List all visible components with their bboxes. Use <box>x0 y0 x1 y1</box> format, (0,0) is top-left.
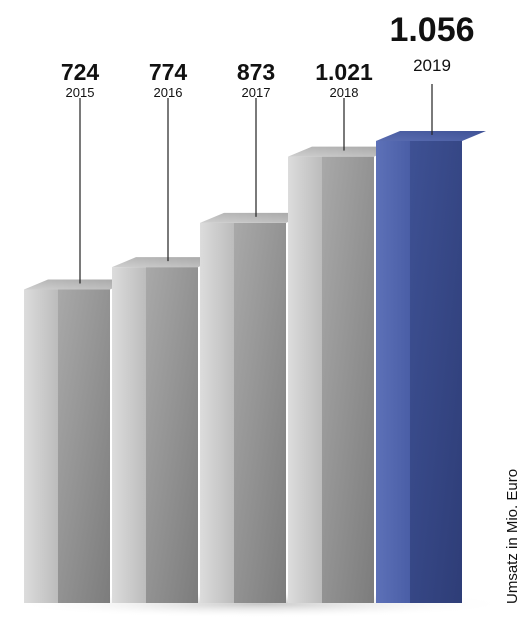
bar-top-2018 <box>288 146 398 157</box>
bar-front-2019 <box>376 140 410 603</box>
bar-side-2017 <box>234 222 286 603</box>
bar-2019 <box>376 130 486 603</box>
bar-2016 <box>112 257 222 603</box>
year-label-2017: 2017 <box>242 85 271 100</box>
year-label-2018: 2018 <box>330 85 359 100</box>
bar-top-2017 <box>200 212 310 223</box>
bar-side-2015 <box>58 289 110 603</box>
year-label-2016: 2016 <box>154 85 183 100</box>
bar-top-2019 <box>376 130 486 141</box>
y-axis-label: Umsatz in Mio. Euro <box>504 469 521 604</box>
value-label-2018: 1.021 <box>315 59 373 85</box>
value-label-2015: 724 <box>61 59 100 85</box>
bar-front-2017 <box>200 222 234 603</box>
value-label-2019: 1.056 <box>389 11 474 49</box>
value-label-2017: 873 <box>237 59 275 85</box>
bar-2015 <box>24 279 134 603</box>
bar-top-2016 <box>112 257 222 268</box>
bar-front-2015 <box>24 289 58 603</box>
bars-group <box>24 130 486 604</box>
bar-top-2015 <box>24 279 134 290</box>
bar-2017 <box>200 212 310 603</box>
bar-front-2018 <box>288 156 322 604</box>
bar-side-2019 <box>410 140 462 603</box>
year-label-2019: 2019 <box>413 56 451 75</box>
bar-front-2016 <box>112 267 146 603</box>
bar-2018 <box>288 146 398 604</box>
bar-side-2018 <box>322 156 374 604</box>
value-label-2016: 774 <box>149 59 188 85</box>
year-label-2015: 2015 <box>66 85 95 100</box>
bar-side-2016 <box>146 267 198 603</box>
